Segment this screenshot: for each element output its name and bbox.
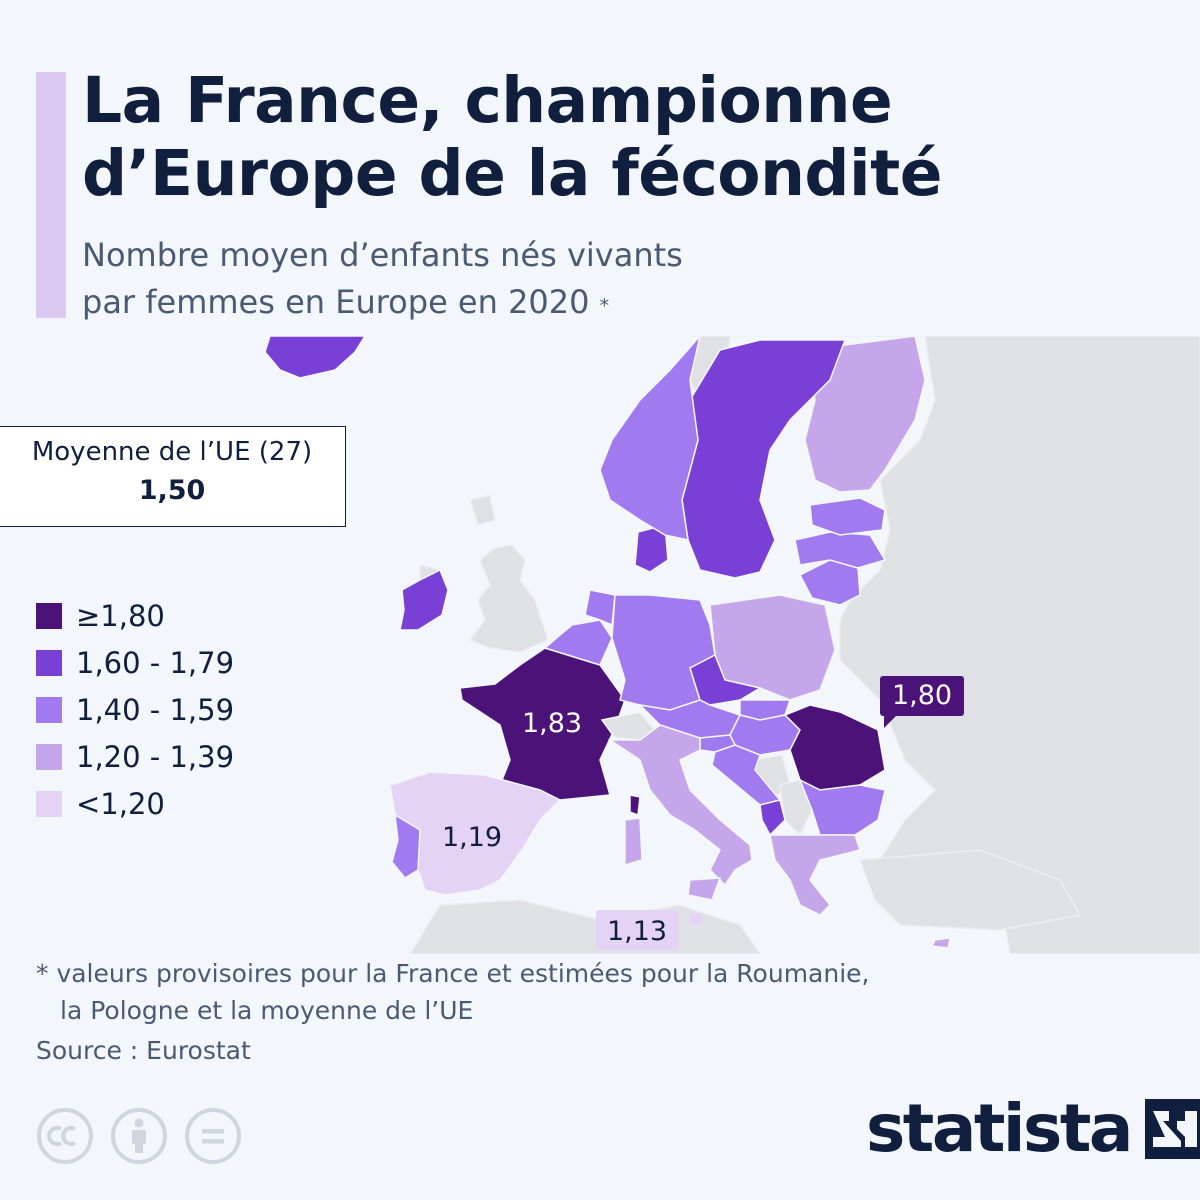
title-accent-bar [36, 72, 66, 318]
map-label-malta: 1,13 [607, 916, 667, 947]
map-label-romania-box [880, 676, 964, 716]
legend-label: ≥1,80 [76, 598, 165, 633]
great-britain-land [468, 544, 549, 653]
scotland-islands-land [469, 494, 496, 526]
legend-label: 1,40 - 1,59 [76, 692, 235, 727]
sardinia [624, 817, 643, 867]
legend-item: 1,60 - 1,79 [36, 639, 234, 686]
finland [804, 336, 926, 493]
ireland [399, 568, 449, 631]
attribution-icon[interactable] [110, 1107, 168, 1165]
footnote-line-2: la Pologne et la moyenne de l’UE [60, 996, 474, 1025]
subtitle-footnote-mark: * [599, 295, 610, 317]
europe-map: 1,83 1,80 1,19 1,13 [0, 336, 1200, 954]
subtitle-line-1: Nombre moyen d’enfants nés vivants [82, 236, 683, 274]
map-label-romania-pointer [884, 714, 898, 728]
page-subtitle: Nombre moyen d’enfants nés vivants par f… [82, 232, 982, 326]
portugal [391, 813, 421, 879]
eu-average-box: Moyenne de l’UE (27) 1,50 [0, 426, 346, 527]
estonia [809, 497, 886, 536]
turkey-land [858, 849, 1082, 931]
legend-item: 1,40 - 1,59 [36, 686, 234, 733]
statista-wordmark: statista [866, 1090, 1133, 1167]
legend-swatch [36, 743, 62, 770]
eu-average-value: 1,50 [138, 475, 206, 506]
page-title: La France, championne d’Europe de la féc… [82, 64, 942, 210]
legend-label: 1,20 - 1,39 [76, 739, 235, 774]
eu-average-label: Moyenne de l’UE (27) [31, 437, 313, 467]
norway [599, 336, 701, 541]
license-icons [36, 1107, 242, 1165]
source-note: Source : Eurostat [36, 1036, 251, 1065]
subtitle-line-2: par femmes en Europe en 2020 [82, 283, 590, 321]
iceland [264, 336, 366, 379]
corsica [629, 794, 641, 817]
malta-marker [690, 914, 702, 924]
map-legend: ≥1,80 1,60 - 1,79 1,40 - 1,59 1,20 - 1,3… [36, 592, 234, 827]
legend-swatch [36, 602, 62, 629]
legend-item: 1,20 - 1,39 [36, 733, 234, 780]
legend-label: 1,60 - 1,79 [76, 645, 235, 680]
legend-swatch [36, 696, 62, 723]
greece [769, 834, 861, 916]
eu-countries [264, 336, 951, 949]
legend-item: ≥1,80 [36, 592, 234, 639]
legend-swatch [36, 790, 62, 817]
legend-swatch [36, 649, 62, 676]
italy [607, 724, 753, 887]
montenegro [759, 799, 786, 837]
statista-logo-icon [1144, 1098, 1200, 1159]
map-label-spain: 1,19 [442, 822, 502, 853]
footnote-line-1: * valeurs provisoires pour la France et … [36, 959, 870, 988]
map-label-malta-box [596, 910, 678, 950]
latvia [794, 531, 887, 569]
footnote: * valeurs provisoires pour la France et … [36, 955, 869, 1029]
map-value-labels: 1,83 1,80 1,19 1,13 [442, 676, 964, 950]
map-label-france: 1,83 [522, 708, 582, 739]
netherlands [584, 589, 616, 627]
no-derivatives-icon[interactable] [184, 1107, 242, 1165]
map-label-romania: 1,80 [892, 680, 952, 711]
sicily [687, 877, 722, 901]
bulgaria [798, 778, 886, 836]
cyprus [930, 937, 951, 949]
legend-label: <1,20 [76, 786, 165, 821]
cc-icon[interactable] [36, 1107, 94, 1165]
legend-item: <1,20 [36, 780, 234, 827]
statista-logo[interactable]: statista [866, 1090, 1200, 1167]
